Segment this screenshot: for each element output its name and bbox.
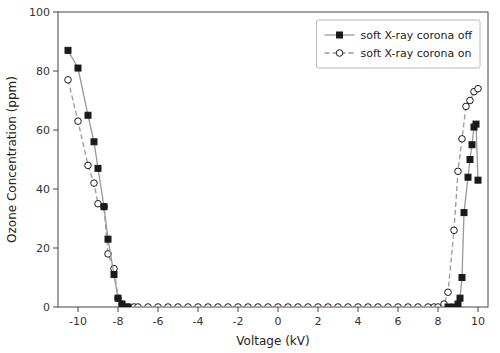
x-tick-label: 6: [395, 315, 402, 328]
point: [115, 295, 121, 301]
point: [475, 85, 482, 92]
point: [457, 295, 463, 301]
x-tick-label: -10: [69, 315, 87, 328]
point: [119, 301, 125, 307]
plot-frame: [58, 12, 488, 307]
series: [65, 47, 481, 307]
point: [125, 304, 132, 307]
point: [125, 304, 131, 307]
point: [65, 47, 71, 53]
x-tick-label: -4: [193, 315, 204, 328]
y-tick-label: 100: [29, 6, 50, 19]
point: [459, 275, 465, 281]
point: [105, 236, 111, 242]
background: [0, 0, 500, 353]
y-tick: [53, 12, 58, 13]
legend-frame: [317, 20, 480, 68]
point: [467, 157, 473, 163]
point: [115, 295, 122, 302]
point: [119, 301, 126, 307]
point: [473, 121, 479, 127]
point: [461, 210, 467, 216]
point: [85, 112, 91, 118]
x-tick: [78, 307, 79, 312]
point: [459, 136, 466, 143]
y-axis-label: Ozone Concentration (ppm): [5, 76, 19, 243]
y-tick-label: 40: [36, 183, 50, 196]
legend: soft X-ray corona off soft X-ray corona o…: [317, 20, 480, 68]
x-tick-label: 2: [315, 315, 322, 328]
x-tick: [118, 307, 119, 312]
y-tick: [53, 189, 58, 190]
x-tick: [358, 307, 359, 312]
x-tick-label: 0: [275, 315, 282, 328]
point: [455, 301, 461, 307]
series-line: [68, 50, 478, 307]
y-tick-label: 0: [43, 301, 50, 314]
point: [101, 204, 107, 210]
x-tick: [158, 307, 159, 312]
y-tick-label: 20: [36, 242, 50, 255]
point: [465, 174, 471, 180]
x-tick: [478, 307, 479, 312]
point: [445, 289, 452, 296]
legend-label: soft X-ray corona off: [361, 29, 473, 42]
y-tick: [53, 248, 58, 249]
point: [101, 203, 108, 210]
x-tick-label: -6: [153, 315, 164, 328]
y-tick-label: 60: [36, 124, 50, 137]
x-axis-label: Voltage (kV): [236, 334, 309, 348]
series: [65, 77, 482, 307]
point: [467, 97, 474, 104]
x-tick: [198, 307, 199, 312]
point: [469, 142, 475, 148]
point: [95, 165, 101, 171]
point: [75, 118, 82, 125]
x-tick: [238, 307, 239, 312]
point: [451, 227, 458, 234]
series-line: [68, 80, 478, 307]
point: [65, 77, 72, 84]
point: [91, 180, 98, 187]
x-tick: [278, 307, 279, 312]
point: [75, 65, 81, 71]
y-tick: [53, 307, 58, 308]
chart: -10-8-6-4-20246810020406080100Voltage (k…: [0, 0, 500, 353]
x-tick-label: 8: [435, 315, 442, 328]
legend-marker: [336, 50, 343, 57]
x-tick-label: -2: [233, 315, 244, 328]
plot-area: [65, 47, 482, 307]
x-tick-label: 10: [471, 315, 485, 328]
legend-label: soft X-ray corona on: [361, 47, 472, 60]
point: [463, 103, 470, 110]
x-tick: [318, 307, 319, 312]
point: [455, 168, 462, 175]
point: [445, 304, 451, 307]
y-tick: [53, 130, 58, 131]
x-tick-label: 4: [355, 315, 362, 328]
legend-marker: [337, 32, 343, 38]
point: [111, 272, 117, 278]
y-tick: [53, 71, 58, 72]
point: [91, 139, 97, 145]
x-tick-label: -8: [113, 315, 124, 328]
x-tick: [398, 307, 399, 312]
point: [85, 162, 92, 169]
point: [475, 177, 481, 183]
y-tick-label: 80: [36, 65, 50, 78]
x-tick: [438, 307, 439, 312]
